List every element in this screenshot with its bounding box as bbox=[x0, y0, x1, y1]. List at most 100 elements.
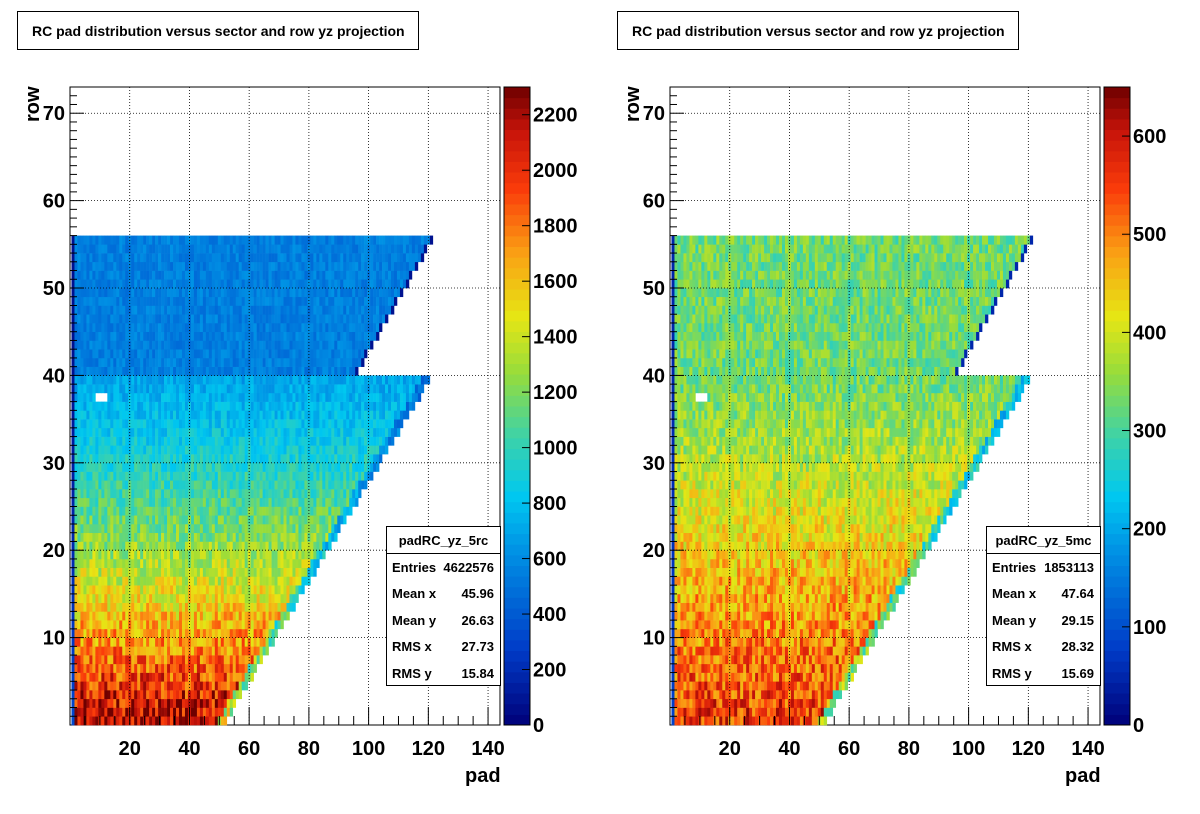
heatmap-cell bbox=[229, 288, 234, 298]
heatmap-cell bbox=[164, 707, 168, 717]
heatmap-cell bbox=[316, 401, 320, 411]
heatmap-cell bbox=[164, 698, 168, 708]
heatmap-cell bbox=[223, 305, 228, 315]
heatmap-cell bbox=[98, 672, 102, 682]
heatmap-cell bbox=[331, 436, 335, 446]
heatmap-cell bbox=[116, 550, 120, 560]
heatmap-cell bbox=[319, 489, 323, 499]
heatmap-cell bbox=[244, 288, 248, 298]
heatmap-cell bbox=[71, 454, 75, 464]
heatmap-cell bbox=[396, 261, 401, 271]
heatmap-cell bbox=[155, 253, 159, 263]
heatmap-cell bbox=[119, 585, 123, 595]
heatmap-cell bbox=[226, 698, 231, 708]
heatmap-cell bbox=[202, 576, 207, 586]
heatmap-cell bbox=[128, 567, 132, 577]
heatmap-cell bbox=[250, 462, 254, 472]
heatmap-cell bbox=[358, 314, 362, 324]
heatmap-cell bbox=[370, 261, 374, 271]
heatmap-cell bbox=[178, 480, 183, 490]
heatmap-cell bbox=[164, 480, 168, 490]
heatmap-cell bbox=[253, 384, 257, 394]
heatmap-cell bbox=[122, 244, 126, 254]
heatmap-cell bbox=[259, 611, 263, 621]
heatmap-cell bbox=[211, 436, 216, 446]
heatmap-cell bbox=[110, 628, 114, 638]
heatmap-cell bbox=[220, 244, 225, 254]
heatmap-cell bbox=[134, 454, 138, 464]
heatmap-cell bbox=[152, 611, 156, 621]
heatmap-cell bbox=[295, 489, 299, 499]
heatmap-cell bbox=[107, 314, 111, 324]
heatmap-cell bbox=[161, 357, 165, 367]
heatmap-cell bbox=[223, 375, 228, 385]
heatmap-cell bbox=[199, 427, 204, 437]
heatmap-cell bbox=[226, 427, 231, 437]
heatmap-cell bbox=[110, 454, 114, 464]
heatmap-cell bbox=[379, 253, 383, 263]
heatmap-cell bbox=[316, 523, 320, 534]
heatmap-cell bbox=[259, 401, 263, 411]
heatmap-cell bbox=[181, 593, 186, 603]
heatmap-cell bbox=[256, 576, 260, 586]
heatmap-cell bbox=[238, 401, 243, 411]
heatmap-cell bbox=[268, 349, 272, 359]
heatmap-cell bbox=[265, 384, 269, 394]
heatmap-cell bbox=[71, 515, 75, 525]
heatmap-cell bbox=[319, 523, 323, 534]
heatmap-cell bbox=[358, 305, 362, 315]
heatmap-cell bbox=[187, 288, 192, 298]
heatmap-cell bbox=[92, 270, 96, 280]
heatmap-cell bbox=[280, 523, 284, 534]
heatmap-cell bbox=[170, 445, 174, 455]
heatmap-cell bbox=[134, 375, 138, 385]
heatmap-cell bbox=[131, 593, 135, 603]
heatmap-cell bbox=[140, 296, 144, 306]
heatmap-cell bbox=[307, 541, 311, 551]
heatmap-cell bbox=[202, 454, 207, 464]
heatmap-cell bbox=[310, 497, 314, 507]
heatmap-cell bbox=[220, 707, 225, 717]
heatmap-cell bbox=[190, 523, 195, 534]
heatmap-cell bbox=[238, 314, 243, 324]
heatmap-cell bbox=[80, 506, 84, 516]
heatmap-cell bbox=[98, 366, 102, 376]
heatmap-cell bbox=[83, 305, 87, 315]
heatmap-cell bbox=[319, 288, 323, 298]
heatmap-cell bbox=[178, 288, 183, 298]
heatmap-cell bbox=[298, 331, 302, 341]
heatmap-cell bbox=[364, 471, 368, 481]
heatmap-cell bbox=[107, 410, 111, 420]
heatmap-cell bbox=[262, 314, 266, 324]
heatmap-cell bbox=[217, 462, 222, 472]
heatmap-cell bbox=[286, 288, 290, 298]
heatmap-cell bbox=[89, 366, 93, 376]
heatmap-cell bbox=[149, 541, 153, 551]
heatmap-cell bbox=[316, 489, 320, 499]
heatmap-cell bbox=[184, 454, 189, 464]
heatmap-cell bbox=[292, 410, 296, 420]
heatmap-cell bbox=[199, 628, 204, 638]
heatmap-cell bbox=[283, 532, 287, 542]
heatmap-cell bbox=[173, 585, 177, 595]
heatmap-cell bbox=[349, 489, 353, 499]
heatmap-cell bbox=[146, 349, 150, 359]
heatmap-cell bbox=[399, 392, 404, 402]
heatmap-cell bbox=[280, 288, 284, 298]
heatmap-cell bbox=[164, 550, 168, 560]
heatmap-cell bbox=[74, 427, 78, 437]
heatmap-cell bbox=[104, 244, 108, 254]
heatmap-cell bbox=[274, 593, 278, 603]
heatmap-cell bbox=[205, 279, 210, 289]
heatmap-cell bbox=[217, 620, 222, 630]
heatmap-cell bbox=[388, 288, 392, 298]
heatmap-cell bbox=[256, 375, 260, 385]
heatmap-cell bbox=[83, 646, 87, 656]
heatmap-cell bbox=[161, 541, 165, 551]
heatmap-cell bbox=[256, 331, 260, 341]
heatmap-cell bbox=[289, 261, 293, 271]
heatmap-cell bbox=[152, 288, 156, 298]
heatmap-cell bbox=[116, 506, 120, 516]
heatmap-cell bbox=[143, 681, 147, 691]
heatmap-cell bbox=[152, 454, 156, 464]
